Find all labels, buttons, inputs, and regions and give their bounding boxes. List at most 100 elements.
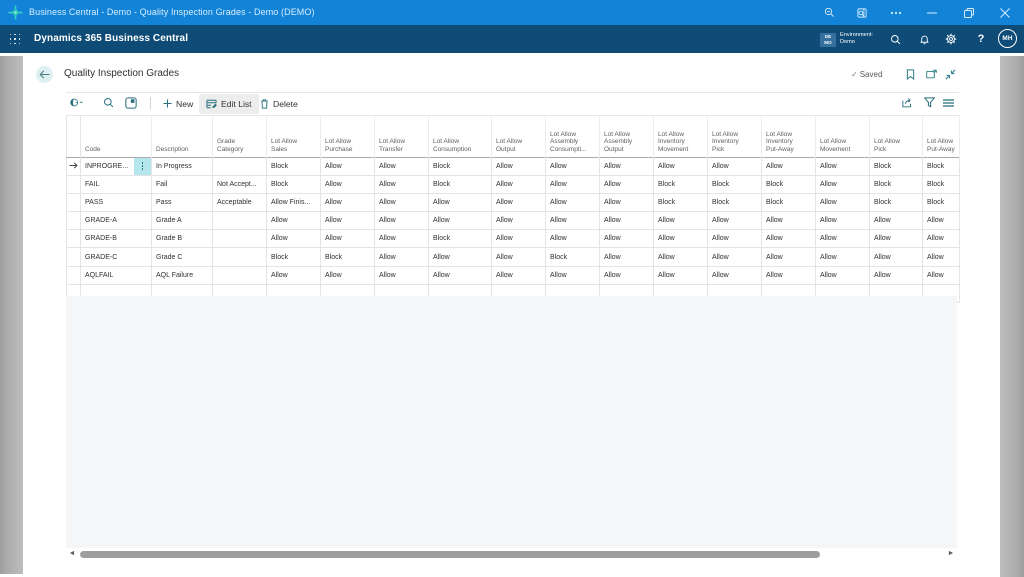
grid-cell[interactable]: Allow [545, 156, 600, 176]
grid-cell[interactable]: Block [869, 156, 923, 176]
grid-cell[interactable]: Allow [428, 192, 492, 212]
grid-cell[interactable]: Allow [266, 265, 321, 285]
zoom-icon[interactable] [814, 0, 844, 25]
grid-cell[interactable]: Allow [815, 211, 870, 230]
grid-cell[interactable]: Allow [761, 265, 816, 285]
user-avatar[interactable]: MH [998, 29, 1017, 48]
grid-cell[interactable]: Allow [599, 174, 654, 194]
analyze-icon[interactable] [124, 96, 138, 109]
grid-cell[interactable]: Allow [815, 192, 870, 212]
window-close-button[interactable] [990, 0, 1020, 25]
grid-cell[interactable]: Allow [815, 229, 870, 248]
filter-funnel-icon[interactable] [922, 96, 936, 109]
grid-cell[interactable]: Block [707, 174, 762, 194]
grid-cell[interactable]: Allow [491, 174, 546, 194]
hscroll-left-arrow[interactable]: ◄ [68, 550, 76, 557]
grid-cell[interactable]: Allow [922, 265, 960, 285]
row-selector-cell[interactable] [66, 192, 81, 212]
views-filter-icon[interactable] [70, 96, 84, 109]
grid-cell[interactable]: Allow [922, 211, 960, 230]
grid-cell[interactable]: Allow [707, 211, 762, 230]
back-button[interactable] [36, 65, 53, 83]
grid-cell[interactable]: Allow [599, 156, 654, 176]
grid-cell[interactable]: Allow [815, 265, 870, 285]
grid-cell[interactable]: Allow [491, 265, 546, 285]
grid-cell[interactable]: Allow [707, 265, 762, 285]
grid-cell[interactable] [212, 211, 267, 230]
grid-cell[interactable]: Allow [374, 156, 429, 176]
grid-cell[interactable]: Allow [491, 247, 546, 267]
column-header-lot-allow-transfer[interactable]: Lot Allow Transfer [374, 115, 429, 157]
grid-cell[interactable]: Allow [599, 265, 654, 285]
row-selector-cell[interactable] [66, 211, 81, 230]
grid-cell[interactable]: Allow [922, 247, 960, 267]
grid-cell[interactable]: Allow [653, 247, 708, 267]
grid-cell[interactable]: Acceptable [212, 192, 267, 212]
column-header-lot-allow-inventory-pick[interactable]: Lot Allow Inventory Pick [707, 115, 762, 157]
delete-button[interactable]: Delete [260, 94, 298, 114]
grid-cell[interactable]: Allow [374, 192, 429, 212]
grid-cell[interactable] [212, 229, 267, 248]
row-selector-cell[interactable] [66, 229, 81, 248]
column-header-lot-allow-output[interactable]: Lot Allow Output [491, 115, 546, 157]
grid-cell[interactable] [212, 156, 267, 176]
column-header-lot-allow-pick[interactable]: Lot Allow Pick [869, 115, 923, 157]
grid-cell[interactable]: Allow [266, 229, 321, 248]
column-header-grade-category[interactable]: Grade Category [212, 115, 267, 157]
layout-options-icon[interactable] [941, 96, 955, 109]
column-header-lot-allow-sales[interactable]: Lot Allow Sales [266, 115, 321, 157]
code-cell[interactable]: GRADE-C [80, 247, 152, 267]
grid-cell[interactable]: Allow [869, 247, 923, 267]
code-cell[interactable]: GRADE-A [80, 211, 152, 230]
grid-cell[interactable]: Allow [374, 211, 429, 230]
hscroll-right-arrow[interactable]: ► [947, 550, 955, 557]
grid-cell[interactable]: Allow [815, 247, 870, 267]
grid-cell[interactable]: Block [545, 247, 600, 267]
column-header-lot-allow-consumption[interactable]: Lot Allow Consumption [428, 115, 492, 157]
row-selector-cell[interactable] [66, 174, 81, 194]
window-restore-button[interactable] [954, 0, 984, 25]
grid-cell[interactable]: Block [653, 174, 708, 194]
grid-cell[interactable]: Allow [374, 265, 429, 285]
help-icon[interactable]: ? [977, 33, 985, 45]
grid-cell[interactable]: Block [922, 192, 960, 212]
grid-cell[interactable]: Block [922, 156, 960, 176]
grid-cell[interactable]: Allow [815, 156, 870, 176]
search-tabs-icon[interactable] [847, 0, 877, 25]
grid-cell[interactable]: Allow [922, 229, 960, 248]
column-header-lot-allow-assembly-output[interactable]: Lot Allow Assembly Output [599, 115, 654, 157]
row-selector-cell[interactable] [66, 156, 81, 176]
grid-cell[interactable]: Allow [761, 156, 816, 176]
waffle-menu-icon[interactable] [9, 33, 21, 45]
environment-badge[interactable]: DE MO [820, 32, 836, 47]
row-context-menu-icon[interactable] [134, 158, 151, 175]
grid-cell[interactable]: Allow [599, 192, 654, 212]
grid-cell[interactable] [212, 265, 267, 285]
grid-cell[interactable]: Fail [151, 174, 213, 194]
grid-cell[interactable]: Allow [761, 211, 816, 230]
grid-cell[interactable]: Block [707, 192, 762, 212]
code-cell[interactable]: FAIL [80, 174, 152, 194]
grid-cell[interactable]: Block [266, 174, 321, 194]
grid-cell[interactable]: Allow [653, 211, 708, 230]
share-icon[interactable] [901, 96, 915, 109]
grid-cell[interactable]: AQL Failure [151, 265, 213, 285]
grid-cell[interactable]: Allow [320, 265, 375, 285]
grid-cell[interactable]: Allow [545, 265, 600, 285]
grid-cell[interactable]: Allow [599, 247, 654, 267]
grid-cell[interactable]: Allow [869, 229, 923, 248]
row-selector-cell[interactable] [66, 265, 81, 285]
open-in-new-window-icon[interactable] [924, 67, 938, 81]
column-header-description[interactable]: Description [151, 115, 213, 157]
notifications-bell-icon[interactable] [915, 25, 933, 53]
grid-cell[interactable]: Grade C [151, 247, 213, 267]
search-icon[interactable] [886, 25, 904, 53]
grid-cell[interactable]: Allow [707, 229, 762, 248]
column-header-code[interactable]: Code [80, 115, 152, 157]
grid-cell[interactable]: Allow [491, 192, 546, 212]
grid-cell[interactable]: Block [869, 192, 923, 212]
grid-cell[interactable]: Block [266, 247, 321, 267]
grid-cell[interactable]: Allow [869, 211, 923, 230]
grid-cell[interactable]: Allow [545, 174, 600, 194]
grid-cell[interactable]: Allow [374, 247, 429, 267]
